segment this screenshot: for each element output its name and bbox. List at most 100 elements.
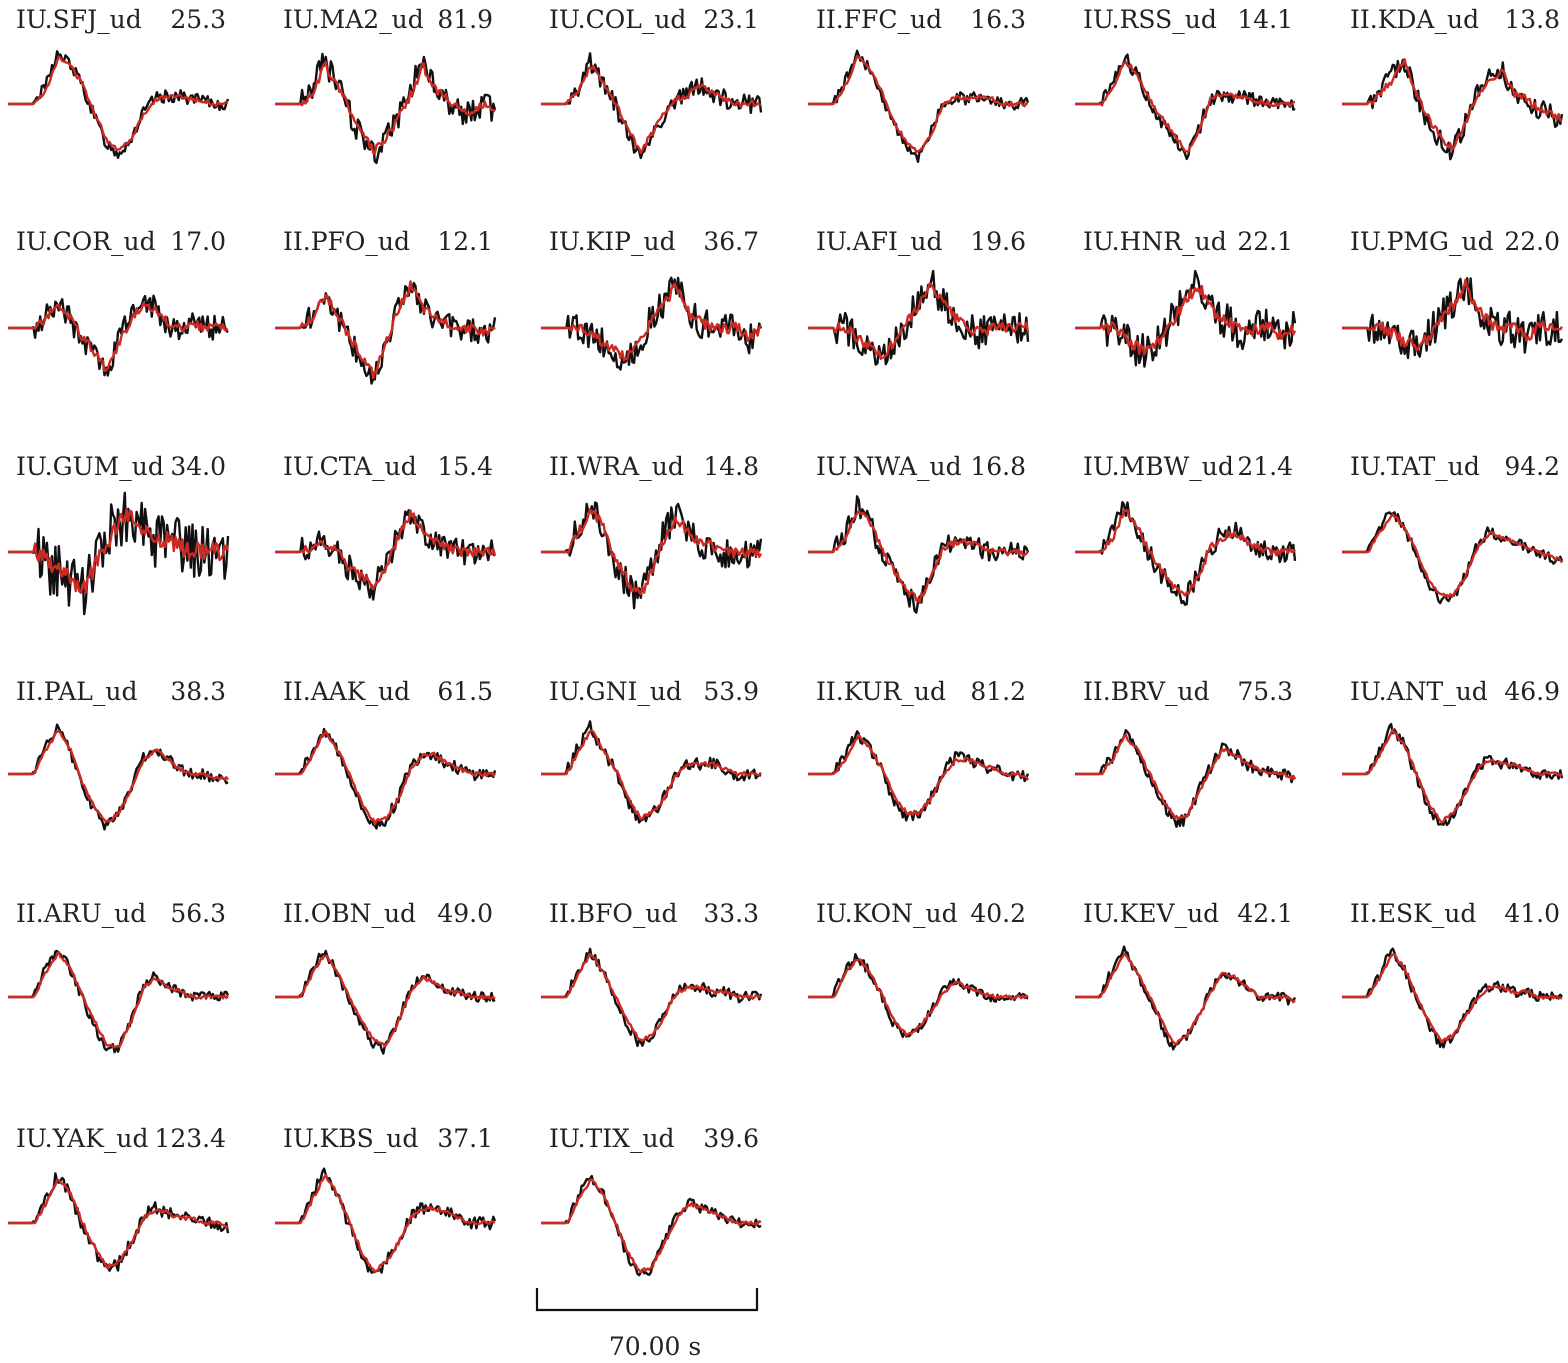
station-name: II.ESK_ud	[1350, 899, 1476, 928]
station-panel: IU.TIX_ud 39.6	[541, 1124, 762, 1277]
observed-waveform	[1075, 53, 1296, 161]
station-panel: IU.ANT_ud 46.9	[1342, 677, 1564, 827]
observed-waveform	[1075, 269, 1297, 368]
observed-waveform	[541, 720, 762, 824]
station-name: IU.SFJ_ud	[16, 5, 142, 34]
station-name: II.FFC_ud	[816, 5, 942, 34]
synthetic-waveform	[1342, 58, 1563, 151]
station-panel: II.BRV_ud 75.3	[1075, 677, 1297, 828]
station-name: II.KDA_ud	[1350, 5, 1479, 34]
station-panel: IU.GNI_ud 53.9	[541, 677, 762, 824]
station-name: IU.NWA_ud	[816, 452, 962, 481]
synthetic-waveform	[1342, 953, 1563, 1044]
station-value: 17.0	[170, 227, 226, 256]
station-name: IU.CTA_ud	[283, 452, 417, 481]
station-value: 53.9	[703, 677, 759, 706]
station-value: 81.2	[970, 677, 1026, 706]
observed-waveform	[541, 276, 763, 371]
observed-waveform	[541, 52, 763, 160]
station-value: 123.4	[154, 1124, 226, 1153]
observed-waveform	[808, 495, 1030, 614]
station-name: II.OBN_ud	[283, 899, 416, 928]
station-name: IU.KIP_ud	[549, 227, 676, 256]
station-name: IU.HNR_ud	[1083, 227, 1227, 256]
synthetic-waveform	[808, 510, 1029, 604]
station-value: 14.8	[703, 452, 759, 481]
station-name: IU.YAK_ud	[16, 1124, 149, 1153]
station-panel: IU.PMG_ud 22.0	[1342, 227, 1564, 360]
synthetic-waveform	[1342, 513, 1564, 598]
scale-bar-line	[535, 1288, 759, 1312]
station-value: 94.2	[1504, 452, 1560, 481]
synthetic-waveform	[808, 282, 1030, 360]
station-panel: IU.KBS_ud 37.1	[275, 1124, 497, 1274]
synthetic-waveform	[275, 509, 497, 591]
synthetic-waveform	[275, 1174, 496, 1274]
station-panel: IU.NWA_ud 16.8	[808, 452, 1030, 614]
station-name: II.PFO_ud	[283, 227, 410, 256]
station-value: 12.1	[437, 227, 493, 256]
station-panel: II.ARU_ud 56.3	[8, 899, 230, 1054]
station-value: 49.0	[437, 899, 493, 928]
observed-waveform	[1075, 501, 1297, 606]
synthetic-waveform	[1075, 953, 1296, 1047]
station-panel: II.PFO_ud 12.1	[275, 227, 497, 385]
observed-waveform	[541, 1174, 762, 1277]
synthetic-waveform	[275, 954, 496, 1048]
station-name: IU.AFI_ud	[816, 227, 942, 256]
station-name: IU.MA2_ud	[283, 5, 424, 34]
station-value: 75.3	[1237, 677, 1293, 706]
observed-waveform	[1342, 947, 1563, 1049]
synthetic-waveform	[808, 958, 1029, 1037]
station-name: II.AAK_ud	[283, 677, 410, 706]
station-panel: IU.COR_ud 17.0	[8, 227, 229, 377]
station-panel: II.OBN_ud 49.0	[275, 899, 496, 1055]
observed-waveform	[8, 50, 230, 159]
station-panel: II.PAL_ud 38.3	[8, 677, 229, 831]
synthetic-waveform	[8, 508, 230, 594]
station-panel: II.BFO_ud 33.3	[541, 899, 763, 1048]
station-name: II.BFO_ud	[549, 899, 678, 928]
observed-waveform	[1342, 511, 1564, 605]
synthetic-waveform	[541, 64, 762, 155]
station-name: IU.KON_ud	[816, 899, 958, 928]
station-panel: IU.COL_ud 23.1	[541, 5, 763, 160]
observed-waveform	[8, 1172, 230, 1272]
station-panel: IU.TAT_ud 94.2	[1342, 452, 1564, 605]
station-panel: IU.MBW_ud 21.4	[1075, 452, 1297, 606]
station-name: IU.COR_ud	[16, 227, 156, 256]
synthetic-waveform	[8, 55, 229, 151]
observed-waveform	[8, 949, 230, 1054]
station-name: IU.TAT_ud	[1350, 452, 1480, 481]
observed-waveform	[1342, 722, 1564, 827]
synthetic-waveform	[1075, 733, 1297, 820]
station-name: IU.GNI_ud	[549, 677, 682, 706]
station-value: 23.1	[703, 5, 759, 34]
synthetic-waveform	[8, 1178, 229, 1270]
station-value: 56.3	[170, 899, 226, 928]
station-name: IU.ANT_ud	[1350, 677, 1488, 706]
station-value: 15.4	[437, 452, 493, 481]
station-value: 81.9	[437, 5, 493, 34]
synthetic-waveform	[541, 729, 762, 821]
station-name: IU.GUM_ud	[16, 452, 164, 481]
station-panel: IU.CTA_ud 15.4	[275, 452, 497, 601]
station-panels: IU.SFJ_ud 25.3 IU.MA2_ud 81.9 IU.COL_ud 23.1 I…	[8, 5, 1564, 1277]
station-panel: II.FFC_ud 16.3	[808, 5, 1030, 163]
station-panel: IU.HNR_ud 22.1	[1075, 227, 1297, 368]
station-panel: IU.SFJ_ud 25.3	[8, 5, 230, 159]
station-name: IU.RSS_ud	[1083, 5, 1217, 34]
synthetic-waveform	[1075, 284, 1297, 356]
station-name: II.BRV_ud	[1083, 677, 1210, 706]
synthetic-waveform	[541, 1178, 762, 1274]
observed-waveform	[275, 281, 497, 385]
station-name: II.WRA_ud	[549, 452, 684, 481]
synthetic-waveform	[8, 951, 229, 1049]
synthetic-waveform	[1342, 728, 1563, 824]
synthetic-waveform	[275, 730, 496, 826]
station-value: 40.2	[970, 899, 1026, 928]
station-value: 14.1	[1237, 5, 1293, 34]
station-name: II.PAL_ud	[16, 677, 137, 706]
synthetic-waveform	[808, 733, 1030, 816]
